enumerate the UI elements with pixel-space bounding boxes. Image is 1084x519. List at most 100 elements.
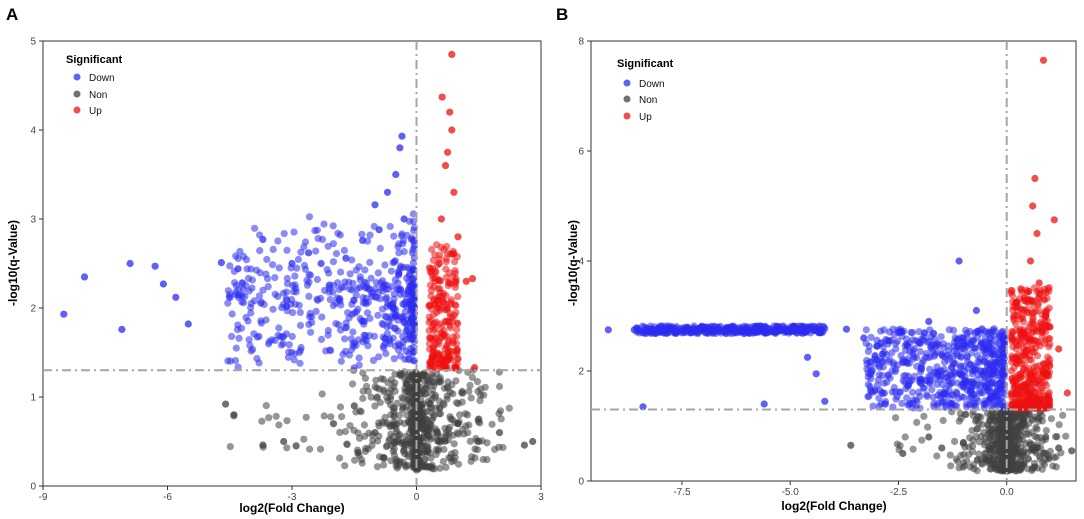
point-up	[432, 339, 440, 348]
point-up	[1045, 343, 1053, 351]
point-down	[318, 313, 326, 321]
point-down	[342, 254, 350, 262]
point-down	[289, 309, 297, 317]
point-non	[395, 411, 404, 419]
point-down	[361, 331, 369, 340]
point-down	[896, 388, 904, 396]
point-down	[242, 313, 250, 322]
point-down	[394, 279, 402, 287]
point-up	[441, 162, 450, 170]
point-up	[429, 348, 437, 357]
point-down	[323, 266, 331, 274]
point-down	[305, 292, 313, 300]
point-up	[437, 215, 445, 223]
point-down	[395, 269, 403, 277]
point-down	[984, 374, 992, 383]
point-non	[955, 464, 963, 472]
point-down	[274, 292, 282, 300]
point-non	[986, 456, 994, 464]
point-non	[913, 418, 921, 426]
point-down	[404, 286, 412, 294]
point-non	[426, 463, 434, 471]
point-down	[981, 334, 989, 342]
point-up	[1028, 345, 1036, 353]
point-down	[263, 255, 271, 264]
point-non	[408, 434, 416, 442]
panel-b-y-axis: 0 2 4 6 8	[578, 37, 591, 488]
point-down	[369, 356, 378, 364]
point-down	[259, 286, 267, 294]
y-tick-label: 0	[578, 477, 584, 488]
point-non	[436, 404, 444, 412]
point-non	[495, 382, 504, 391]
point-down	[888, 367, 896, 375]
point-down	[282, 295, 290, 303]
point-down	[326, 296, 334, 304]
point-down	[933, 363, 941, 371]
point-down	[925, 337, 933, 345]
point-down	[391, 313, 400, 321]
point-down	[657, 328, 666, 336]
point-down	[902, 372, 910, 380]
point-down	[672, 323, 681, 331]
point-non	[1028, 415, 1036, 423]
point-non	[955, 417, 963, 425]
point-down	[361, 266, 369, 274]
point-down	[812, 370, 820, 378]
point-down	[280, 230, 288, 238]
point-down	[228, 310, 236, 318]
point-up	[1026, 257, 1035, 265]
point-down	[922, 350, 931, 358]
point-down	[968, 349, 976, 357]
point-up	[425, 301, 433, 309]
point-down	[242, 256, 251, 264]
point-non	[495, 410, 503, 418]
point-down	[953, 349, 961, 357]
panel-a-threshold-lines	[43, 41, 541, 486]
point-non	[1053, 433, 1061, 441]
point-down	[803, 353, 812, 361]
point-up	[471, 364, 479, 372]
y-tick-label: 0	[30, 482, 36, 493]
point-non	[436, 464, 444, 472]
point-down	[226, 357, 235, 365]
y-tick-label: 2	[578, 367, 584, 378]
point-down	[345, 351, 353, 359]
point-non	[951, 437, 959, 445]
point-down	[867, 333, 875, 341]
point-non	[390, 407, 398, 415]
point-down	[981, 367, 989, 375]
point-down	[336, 231, 344, 239]
point-non	[359, 394, 367, 402]
point-non	[230, 411, 238, 419]
point-non	[419, 370, 427, 378]
point-non	[920, 412, 928, 420]
point-non	[222, 400, 230, 408]
point-down	[938, 350, 946, 359]
point-non	[405, 419, 414, 427]
point-down	[937, 371, 945, 379]
point-non	[1045, 454, 1053, 462]
point-down	[399, 332, 407, 341]
point-down	[910, 344, 919, 353]
point-down	[403, 274, 411, 282]
point-up	[454, 233, 462, 241]
point-non	[300, 435, 308, 443]
point-non	[1024, 455, 1032, 463]
y-tick-label: 3	[30, 215, 36, 226]
point-up	[1043, 306, 1051, 314]
point-up	[426, 334, 434, 342]
point-down	[291, 300, 299, 308]
point-non	[452, 377, 460, 385]
point-up	[452, 308, 460, 317]
point-up	[443, 242, 451, 250]
point-non	[984, 420, 992, 429]
point-down	[997, 383, 1005, 391]
point-non	[1017, 419, 1025, 427]
point-up	[1050, 216, 1058, 224]
point-non	[292, 442, 300, 450]
point-non	[454, 430, 463, 438]
point-down	[721, 326, 729, 334]
point-down	[995, 351, 1003, 359]
